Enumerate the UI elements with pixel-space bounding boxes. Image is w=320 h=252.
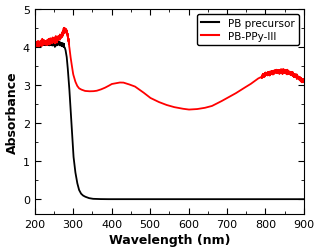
PB-PPy-III — [130, 85, 134, 88]
PB-PPy-III — [62, 27, 66, 30]
PB precursor — [302, 198, 306, 201]
PB-PPy-III — [33, 44, 36, 47]
PB-PPy-III — [302, 78, 306, 81]
Line: PB precursor: PB precursor — [35, 40, 304, 199]
PB precursor — [160, 198, 164, 201]
X-axis label: Wavelength (nm): Wavelength (nm) — [108, 234, 230, 246]
PB-PPy-III — [160, 102, 164, 105]
PB-PPy-III — [89, 90, 93, 93]
PB precursor — [49, 39, 53, 42]
PB precursor — [130, 198, 134, 201]
Legend: PB precursor, PB-PPy-III: PB precursor, PB-PPy-III — [196, 15, 299, 46]
PB precursor — [89, 197, 93, 200]
PB precursor — [204, 198, 208, 201]
PB precursor — [193, 198, 196, 201]
PB precursor — [102, 198, 106, 201]
Y-axis label: Absorbance: Absorbance — [5, 71, 19, 153]
PB-PPy-III — [187, 109, 190, 112]
PB precursor — [281, 198, 285, 201]
PB-PPy-III — [281, 71, 285, 74]
PB precursor — [33, 42, 36, 45]
PB-PPy-III — [193, 108, 196, 111]
Line: PB-PPy-III: PB-PPy-III — [35, 29, 304, 110]
PB-PPy-III — [204, 107, 208, 110]
